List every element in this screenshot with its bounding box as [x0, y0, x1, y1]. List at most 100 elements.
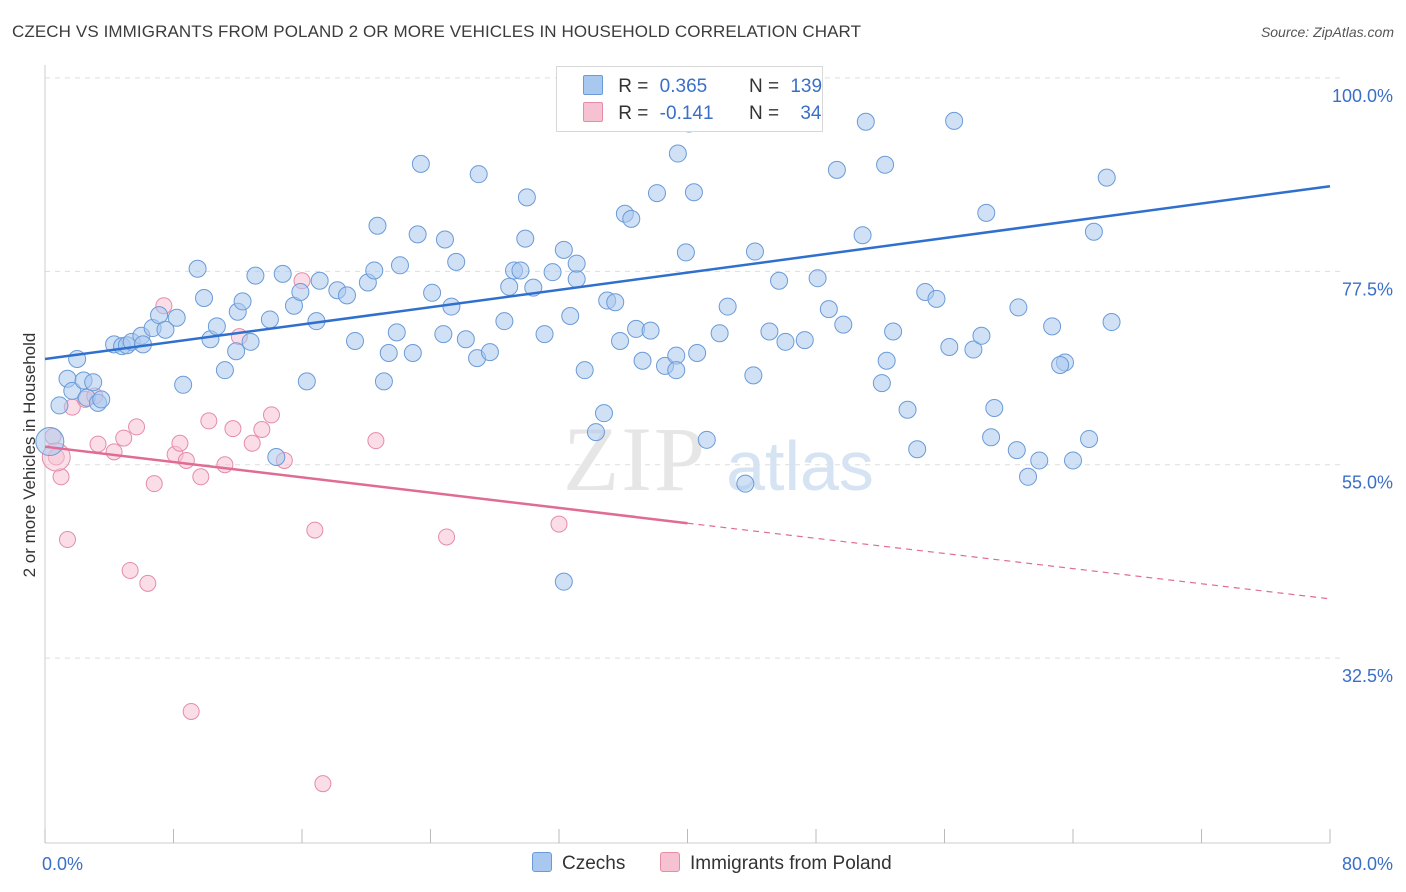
czech-point — [877, 351, 896, 370]
czech-point — [1080, 429, 1099, 448]
czech-points — [35, 111, 1121, 591]
czech-point — [647, 184, 666, 203]
czech-point — [667, 361, 686, 380]
watermark-zip: ZIP — [563, 408, 707, 510]
czech-point — [554, 240, 573, 259]
czech-point — [776, 332, 795, 351]
poland-legend-label: Immigrants from Poland — [690, 853, 892, 874]
legend-r-label: R = — [618, 103, 649, 124]
czech-point — [856, 112, 875, 131]
czech-point — [403, 343, 422, 362]
poland-point — [171, 434, 189, 452]
czech-point — [567, 254, 586, 273]
watermark: ZIP atlas — [563, 408, 874, 510]
poland-point — [314, 775, 332, 793]
poland-point — [139, 574, 157, 592]
legend-n-label: N = — [748, 103, 780, 124]
czech-point — [435, 230, 454, 249]
legend-n-value: 34 — [800, 103, 822, 124]
poland-point — [192, 468, 210, 486]
czechs-swatch — [583, 75, 603, 95]
czech-point — [834, 315, 853, 334]
grid-lines — [45, 77, 1340, 659]
poland-point — [262, 406, 280, 424]
czech-point — [241, 332, 260, 351]
czech-point — [668, 144, 687, 163]
czech-point — [1102, 313, 1121, 332]
czech-point — [500, 277, 519, 296]
poland-point — [115, 429, 133, 447]
czech-point — [908, 440, 927, 459]
czech-point — [511, 261, 530, 280]
poland-point — [89, 435, 107, 453]
czech-point — [872, 374, 891, 393]
czech-point — [684, 183, 703, 202]
czech-point — [964, 340, 983, 359]
poland-point — [306, 521, 324, 539]
czech-point — [442, 297, 461, 316]
czech-point — [688, 343, 707, 362]
czech-point — [246, 266, 265, 285]
czech-point — [227, 342, 246, 361]
czech-point — [1043, 317, 1062, 336]
czech-point — [535, 325, 554, 344]
legend-n-value: 139 — [790, 76, 823, 97]
poland-point — [105, 443, 123, 461]
czech-point — [174, 375, 193, 394]
czech-point — [898, 400, 917, 419]
czech-point — [744, 366, 763, 385]
czech-point — [297, 372, 316, 391]
correlation-legend: R = 0.365 N = 139 R = -0.141 N = 34 — [556, 66, 823, 132]
czech-point — [365, 261, 384, 280]
poland-point — [367, 432, 385, 450]
czech-point — [346, 331, 365, 350]
czech-trend-line — [44, 184, 1331, 361]
czech-point — [884, 322, 903, 341]
legend-row-poland: R = -0.141 N = 34 — [583, 102, 821, 126]
poland-point — [216, 456, 234, 474]
czech-point — [770, 271, 789, 290]
czech-point — [1007, 441, 1026, 460]
legend-r-label: R = — [618, 76, 649, 97]
czech-point — [1051, 356, 1070, 375]
x-tick-label: 80.0% — [1342, 854, 1393, 874]
czech-point — [1019, 467, 1038, 486]
czech-point — [188, 259, 207, 278]
czech-point — [977, 203, 996, 222]
czech-point — [63, 381, 82, 400]
czech-point — [876, 155, 895, 174]
czech-point — [853, 226, 872, 245]
czech-point — [167, 308, 186, 327]
y-tick-label: 77.5% — [1342, 279, 1393, 299]
czech-point — [480, 343, 499, 362]
czech-point — [215, 361, 234, 380]
czech-point — [985, 399, 1004, 418]
legend-n-label: N = — [748, 76, 780, 97]
czech-point — [1064, 451, 1082, 470]
czech-point — [1030, 451, 1049, 470]
czech-point — [982, 428, 1001, 447]
x-tick-label: 0.0% — [42, 854, 83, 874]
czechs-legend-label: Czechs — [562, 853, 626, 874]
czech-point — [469, 165, 488, 184]
czechs-legend-swatch — [532, 852, 552, 872]
czech-point — [195, 288, 214, 307]
czech-point — [945, 111, 964, 130]
legend-row-czechs: R = 0.365 N = 139 — [583, 75, 822, 99]
poland-point — [121, 561, 139, 579]
czech-point — [434, 325, 453, 344]
czech-point — [495, 312, 514, 331]
czech-point — [517, 188, 536, 207]
source-credit: Source: ZipAtlas.com — [1260, 24, 1394, 40]
czech-point — [697, 430, 716, 449]
czech-point — [456, 330, 475, 349]
czech-point — [760, 322, 779, 341]
czech-point — [408, 225, 427, 244]
czech-point — [156, 320, 175, 339]
poland-point — [253, 420, 271, 438]
czech-point — [808, 269, 827, 288]
czech-point — [940, 337, 959, 356]
poland-legend-swatch — [660, 852, 680, 872]
czech-point — [972, 326, 991, 345]
czech-point — [633, 351, 652, 370]
